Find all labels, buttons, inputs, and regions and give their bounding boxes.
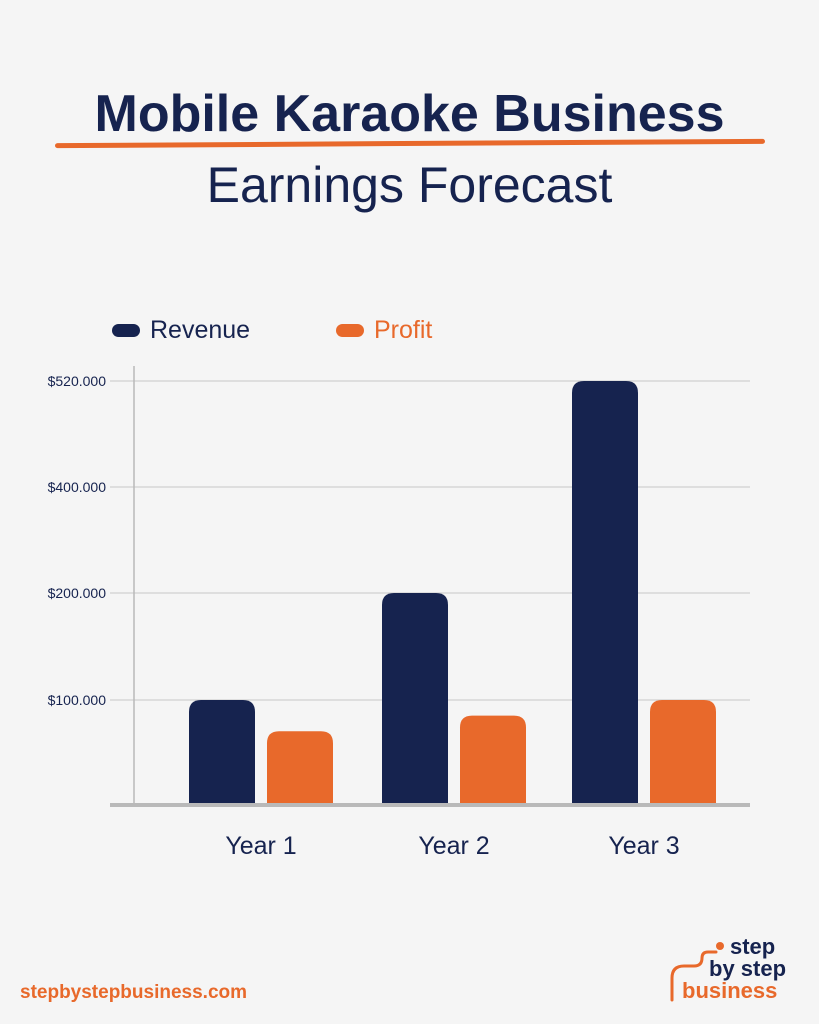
legend-item-profit: Profit — [336, 314, 432, 346]
y-tick-label: $520.000 — [48, 373, 107, 389]
chart-title: Mobile Karaoke Business — [94, 85, 725, 143]
legend-swatch-profit — [336, 323, 364, 337]
bar-revenue-1 — [189, 700, 255, 804]
x-tick-label: Year 2 — [418, 832, 489, 860]
legend-item-revenue: Revenue — [112, 314, 250, 346]
chart-subtitle: Earnings Forecast — [206, 157, 613, 213]
y-tick-label: $100.000 — [48, 692, 107, 708]
logo-text-by-step: by step — [709, 956, 787, 981]
x-tick-label: Year 3 — [608, 832, 679, 860]
brand-logo: step by step business — [668, 936, 798, 1006]
logo-text-step: step — [730, 934, 776, 959]
logo-text-business: business — [682, 978, 778, 1003]
legend-label-profit: Profit — [374, 316, 433, 344]
x-tick-label: Year 1 — [225, 832, 296, 860]
logo-mark-icon — [670, 942, 724, 1002]
legend-label-revenue: Revenue — [150, 316, 251, 344]
bar-profit-1 — [267, 731, 333, 804]
x-axis-line — [110, 803, 750, 807]
bar-profit-3 — [650, 700, 716, 804]
y-tick-label: $400.000 — [48, 479, 107, 495]
y-tick-label: $200.000 — [48, 585, 107, 601]
bar-revenue-3 — [572, 381, 638, 804]
bar-profit-2 — [460, 715, 526, 804]
bar-revenue-2 — [382, 593, 448, 804]
legend-swatch-revenue — [112, 323, 140, 337]
footer-url: stepbystepbusiness.com — [20, 982, 248, 1003]
